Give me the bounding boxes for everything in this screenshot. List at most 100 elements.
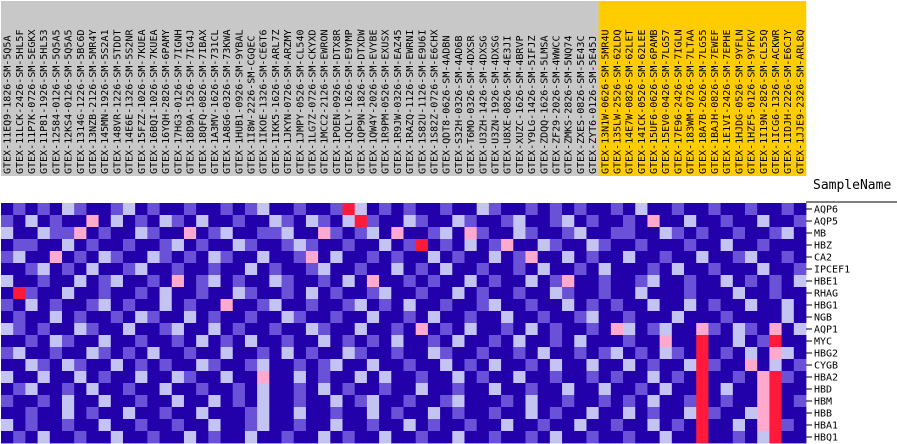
heatmap-cell	[293, 431, 307, 444]
row-label: CYGB	[814, 361, 838, 372]
heatmap-cell	[732, 347, 746, 360]
heatmap-cell	[464, 407, 478, 420]
heatmap-cell	[305, 227, 319, 240]
heatmap-cell	[769, 371, 783, 384]
heatmap-cell	[342, 371, 356, 384]
heatmap-cell	[781, 347, 795, 360]
heatmap-cell	[610, 419, 624, 432]
heatmap-cell	[391, 299, 404, 312]
heatmap-cell	[537, 323, 551, 336]
heatmap-cell	[476, 203, 490, 216]
heatmap-cell	[403, 227, 417, 240]
heatmap-cell	[757, 419, 770, 432]
heatmap-cell	[586, 251, 600, 264]
row-label: AQP1	[814, 325, 838, 336]
heatmap-cell	[708, 323, 722, 336]
heatmap-cell	[610, 263, 624, 276]
heatmap-cell	[220, 359, 234, 372]
heatmap-cell	[13, 431, 26, 444]
heatmap-cell	[379, 275, 392, 288]
heatmap-cell	[13, 287, 26, 300]
heatmap-cell	[366, 311, 380, 324]
heatmap-cell	[732, 275, 746, 288]
heatmap-cell	[281, 311, 295, 324]
heatmap-cell	[427, 335, 441, 348]
heatmap-cell	[391, 287, 404, 300]
heatmap-cell	[586, 347, 600, 360]
heatmap-cell	[464, 311, 478, 324]
heatmap-cell	[464, 383, 478, 396]
heatmap-cell	[49, 275, 63, 288]
heatmap-cell	[440, 275, 453, 288]
heatmap-cell	[354, 311, 368, 324]
heatmap-cell	[25, 275, 38, 288]
heatmap-cell	[647, 359, 661, 372]
heatmap-cell	[659, 431, 673, 444]
heatmap-cell	[781, 299, 795, 312]
column-label-bg	[330, 1, 343, 176]
heatmap-cell	[781, 239, 795, 252]
heatmap-cell	[147, 275, 160, 288]
heatmap-cell	[732, 215, 746, 228]
heatmap-cell	[598, 407, 612, 420]
heatmap-cell	[427, 215, 441, 228]
heatmap-cell	[391, 335, 404, 348]
heatmap-cell	[513, 275, 526, 288]
heatmap-cell	[354, 395, 368, 408]
heatmap-cell	[427, 239, 441, 252]
row-label: MYC	[814, 337, 832, 348]
heatmap-cell	[171, 203, 185, 216]
heatmap-cell	[476, 383, 490, 396]
heatmap-cell	[257, 251, 270, 264]
heatmap-cell	[147, 407, 160, 420]
heatmap-cell	[476, 239, 490, 252]
heatmap-cell	[366, 335, 380, 348]
heatmap-cell	[86, 239, 99, 252]
heatmap-cell	[135, 335, 148, 348]
heatmap-cell	[440, 323, 453, 336]
heatmap-cell	[769, 431, 783, 444]
heatmap-cell	[549, 359, 563, 372]
heatmap-cell	[110, 227, 124, 240]
heatmap-cell	[49, 203, 63, 216]
heatmap-cell	[708, 431, 722, 444]
heatmap-cell	[281, 323, 295, 336]
heatmap-cell	[305, 251, 319, 264]
heatmap-cell	[598, 431, 612, 444]
heatmap-cell	[171, 251, 185, 264]
column-label: GTEX-11P7K-0726-SM-5EGKX	[27, 29, 38, 174]
heatmap-cell	[232, 203, 246, 216]
heatmap-cell	[196, 407, 209, 420]
heatmap-cell	[220, 311, 234, 324]
heatmap-cell	[586, 227, 600, 240]
column-label: GTEX-1RAZQ-1126-SM-EWRNI	[405, 29, 416, 174]
heatmap-cell	[183, 215, 197, 228]
heatmap-cell	[330, 431, 343, 444]
heatmap-cell	[659, 371, 673, 384]
heatmap-cell	[61, 215, 75, 228]
heatmap-cell	[1, 215, 14, 228]
heatmap-cell	[635, 299, 648, 312]
heatmap-cell	[501, 347, 514, 360]
heatmap-cell	[86, 347, 99, 360]
heatmap-cell	[696, 287, 709, 300]
heatmap-cell	[354, 227, 368, 240]
heatmap-cell	[476, 371, 490, 384]
column-label-bg	[476, 1, 490, 176]
heatmap-cell	[366, 275, 380, 288]
heatmap-cell	[647, 395, 661, 408]
heatmap-cell	[562, 335, 575, 348]
heatmap-cell	[586, 335, 600, 348]
heatmap-cell	[330, 347, 343, 360]
heatmap-cell	[232, 407, 246, 420]
heatmap-cell	[440, 431, 453, 444]
heatmap-cell	[293, 239, 307, 252]
heatmap-cell	[159, 347, 173, 360]
heatmap-cell	[452, 347, 465, 360]
heatmap-cell	[745, 215, 758, 228]
heatmap-cell	[708, 299, 722, 312]
heatmap-cell	[257, 431, 270, 444]
heatmap-cell	[354, 359, 368, 372]
heatmap-cell	[427, 359, 441, 372]
heatmap-cell	[696, 419, 709, 432]
